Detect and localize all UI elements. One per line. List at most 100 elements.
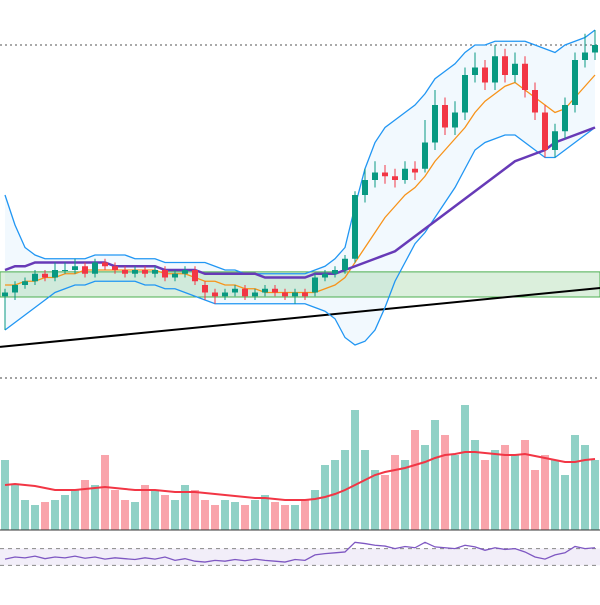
candle-body [72,266,78,270]
volume-bar [381,475,389,530]
overlay-line [4,29,596,275]
candle-body [382,172,388,177]
volume-bar [471,440,479,530]
volume-bar [531,470,539,530]
candle-body [42,273,48,278]
overlay-line [4,126,596,346]
candle-body [562,105,568,132]
volume-bar [171,500,179,530]
candle-body [192,270,198,282]
volume-bar [61,495,69,530]
volume-bar [551,460,559,530]
candle-body [242,288,248,297]
candle-body [452,112,458,128]
candle-body [292,292,298,297]
candle-body [362,180,368,195]
candle-body [52,270,58,278]
candle-body [592,45,598,53]
volume-bar [351,410,359,530]
volume-bar [491,450,499,530]
candle-body [142,270,148,274]
candle-body [392,176,398,180]
candle-body [552,131,558,150]
volume-bar [431,420,439,530]
volume-bar [591,460,599,530]
volume-bar [201,500,209,530]
volume-bar [191,490,199,530]
candle-body [152,270,158,274]
volume-bar [261,495,269,530]
candle-body [62,270,68,271]
volume-ma [4,451,596,501]
volume-bar [51,500,59,530]
volume-bar [101,455,109,530]
volume-bar [251,500,259,530]
candle-body [372,172,378,180]
candle-body [202,285,208,293]
volume-bar [371,470,379,530]
candle-body [112,266,118,270]
volume-bar [481,460,489,530]
candle-body [22,281,28,285]
overlay-line [5,74,596,294]
candle-body [532,90,538,113]
volume-bar [141,485,149,530]
volume-bar [501,445,509,530]
candle-body [252,292,258,297]
volume-bar [91,485,99,530]
candle-body [412,168,418,173]
volume-bar [31,505,39,530]
candle-body [542,112,548,150]
volume-bar [521,440,529,530]
volume-bar [391,455,399,530]
candle-body [312,277,318,293]
volume-bar [301,500,309,530]
candle-body [482,67,488,83]
candle-body [522,63,528,90]
volume-bar [181,485,189,530]
candle-body [102,262,108,267]
volume-bar [291,505,299,530]
volume-bar [271,502,279,530]
volume-bar [311,490,319,530]
candle-body [422,142,428,169]
candle-body [162,270,168,278]
candle-body [402,168,408,180]
volume-bar [121,500,129,530]
volume-bar [281,505,289,530]
candle-body [12,285,18,293]
candle-body [32,273,38,282]
candle-body [492,56,498,83]
candle-body [302,292,308,297]
trend-line [0,287,600,348]
volume-bar [11,485,19,530]
candle-body [272,288,278,293]
volume-bar [241,505,249,530]
volume-bar [151,490,159,530]
volume-bar [511,455,519,530]
volume-bar [541,455,549,530]
candle-body [342,258,348,270]
rsi-line [4,541,596,563]
rsi-band [0,548,600,566]
candle-body [82,266,88,274]
volume-bar [581,445,589,530]
candle-body [332,270,338,274]
volume-bar [411,430,419,530]
volume-bar [161,495,169,530]
zone [0,271,600,298]
volume-bar [211,505,219,530]
candle-body [352,195,358,259]
volume-bar [461,405,469,530]
volume-bar [441,435,449,530]
candle-body [132,270,138,274]
volume-bar [361,450,369,530]
candle-body [232,288,238,293]
volume-bar [561,475,569,530]
candle-body [172,273,178,278]
candle-body [572,60,578,105]
candle-body [262,288,268,293]
candle-body [462,75,468,113]
volume-bar [571,435,579,530]
